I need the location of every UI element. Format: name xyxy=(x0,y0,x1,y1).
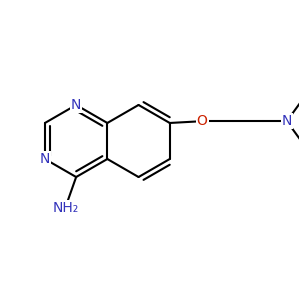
Text: N: N xyxy=(71,98,81,112)
Text: NH₂: NH₂ xyxy=(52,201,79,214)
Text: O: O xyxy=(197,114,208,128)
Text: N: N xyxy=(40,152,50,166)
Text: N: N xyxy=(282,114,292,128)
